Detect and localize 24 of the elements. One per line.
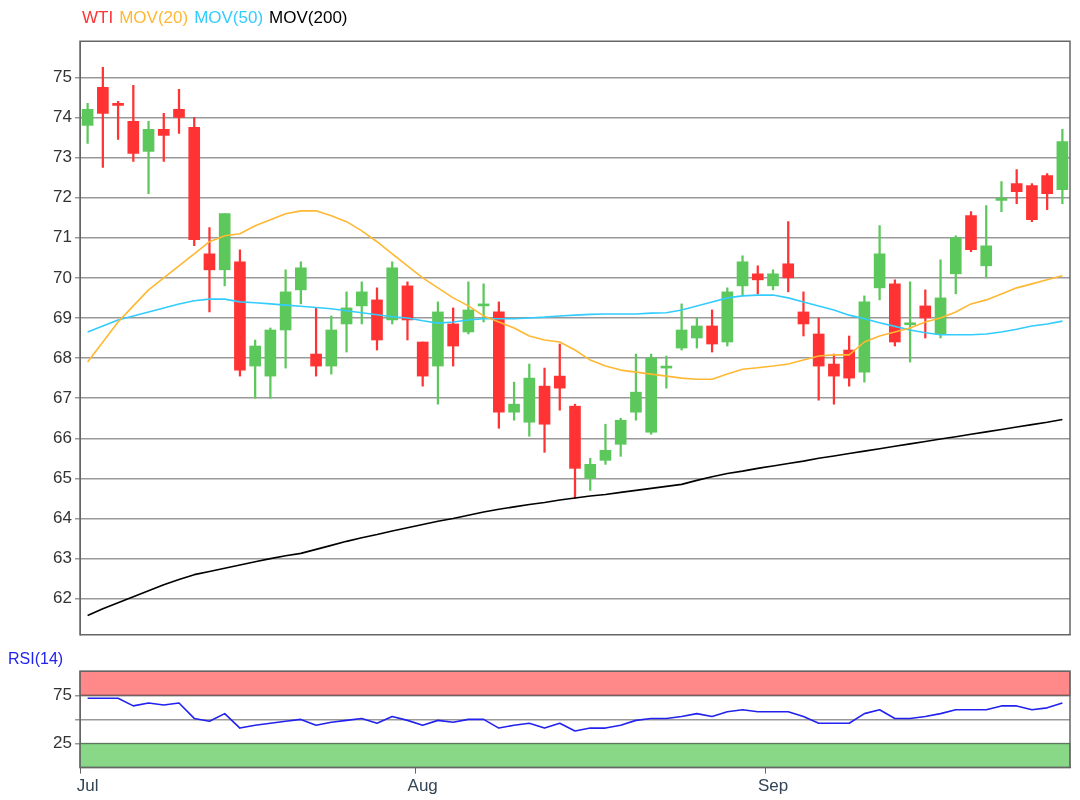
y-tick-label: 70: [53, 267, 72, 287]
y-tick-label: 67: [53, 387, 72, 407]
text: WTI: [82, 8, 114, 28]
text: MOV(20): [119, 8, 189, 28]
y-tick-label: 64: [53, 508, 72, 528]
y-tick-label: 25: [53, 733, 72, 753]
y-tick-label: 75: [53, 684, 72, 704]
text: MOV(50): [194, 8, 264, 28]
y-tick-label: 69: [53, 307, 72, 327]
chart-title: RSI(14): [8, 650, 64, 668]
x-tick-label: Aug: [407, 776, 438, 796]
text: MOV(200): [269, 8, 348, 28]
y-tick-label: 68: [53, 347, 72, 367]
y-tick-label: 75: [53, 66, 72, 86]
y-tick-label: 65: [53, 468, 72, 488]
x-tick-label: Sep: [757, 776, 789, 796]
y-tick-label: 73: [53, 147, 72, 167]
y-tick-label: 72: [53, 187, 72, 207]
y-tick-label: 62: [53, 588, 72, 608]
y-tick-label: 71: [53, 227, 72, 247]
x-tick-label: Jul: [76, 776, 99, 796]
y-tick-label: 63: [53, 548, 72, 568]
y-tick-label: 74: [53, 107, 72, 127]
y-tick-label: 66: [53, 427, 72, 447]
